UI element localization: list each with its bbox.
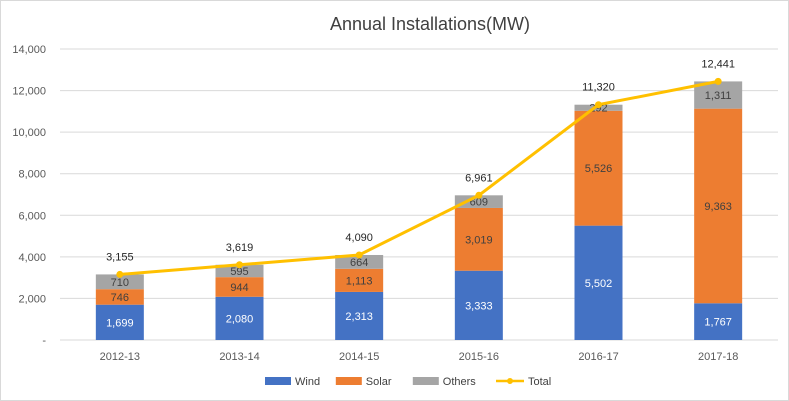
data-label-solar: 944 <box>230 282 248 294</box>
bar-solar <box>335 268 384 292</box>
data-label-wind: 2,080 <box>226 313 254 325</box>
x-axis: 2012-13 2013-14 2014-15 2015-16 2016-17 2017-… <box>100 351 739 363</box>
data-label-total: 4,090 <box>345 232 373 244</box>
data-label-others: 1,311 <box>705 90 732 102</box>
data-label-solar: 746 <box>111 292 129 304</box>
data-label-others: 595 <box>230 266 248 278</box>
data-label-solar: 3,019 <box>465 234 493 246</box>
data-label-total: 12,441 <box>701 58 735 70</box>
legend-point-total <box>507 378 513 384</box>
data-label-others: 609 <box>470 197 488 209</box>
data-label-total: 11,320 <box>582 82 615 94</box>
bar-wind <box>574 225 623 340</box>
y-tick-label: 4,000 <box>18 252 46 264</box>
chart-title: Annual Installations(MW) <box>330 14 530 34</box>
data-label-wind: 1,767 <box>704 317 732 329</box>
legend-swatch-solar <box>335 377 362 385</box>
total-point <box>714 77 722 85</box>
x-tick-label: 2014-15 <box>339 351 379 363</box>
data-label-total: 6,961 <box>465 172 493 184</box>
y-tick-label: 6,000 <box>18 210 46 222</box>
data-label-total: 3,155 <box>106 251 134 263</box>
total-point <box>355 251 363 259</box>
bar-wind <box>215 296 264 340</box>
x-tick-label: 2012-13 <box>100 351 140 363</box>
data-label-solar: 9,363 <box>704 201 732 213</box>
legend-label-wind: Wind <box>295 376 320 388</box>
data-label-others: 292 <box>589 103 607 115</box>
bar-others <box>335 254 384 269</box>
total-point <box>475 191 483 199</box>
y-tick-label: 2,000 <box>18 293 46 305</box>
data-label-solar: 1,113 <box>346 275 373 287</box>
y-tick-label: 12,000 <box>12 86 46 98</box>
data-label-wind: 2,313 <box>345 311 373 323</box>
legend: Wind Solar Others Total <box>265 376 551 388</box>
data-label-wind: 5,502 <box>585 278 613 290</box>
y-tick-label: - <box>42 335 46 347</box>
legend-swatch-wind <box>265 377 291 385</box>
y-tick-label: 14,000 <box>12 44 46 56</box>
total-line-path <box>119 79 719 276</box>
data-label-total: 3,619 <box>226 242 254 254</box>
legend-swatch-others <box>412 377 439 385</box>
total-point <box>116 270 124 278</box>
data-label-others: 710 <box>111 277 129 289</box>
legend-label-solar: Solar <box>366 376 392 388</box>
bar-solar <box>95 289 144 305</box>
bar-wind <box>454 270 503 340</box>
data-label-solar: 5,526 <box>585 163 613 175</box>
data-label-others: 664 <box>350 257 368 269</box>
total-point <box>595 101 602 109</box>
x-tick-label: 2016-17 <box>578 351 618 363</box>
bar-segments: 1,699 746 710 2,080 944 595 2,313 1,113 664 3,333… <box>95 81 743 340</box>
x-tick-label: 2015-16 <box>459 351 499 363</box>
data-label-wind: 1,699 <box>106 317 134 329</box>
bar-solar <box>215 277 264 297</box>
total-line: 3,155 3,619 4,090 6,961 11,320 12,441 <box>106 58 735 278</box>
y-axis: - 2,000 4,000 6,000 8,000 10,000 12,000 14,000 <box>12 44 46 347</box>
bar-others <box>95 274 144 290</box>
total-point <box>236 261 243 269</box>
y-tick-label: 8,000 <box>18 169 46 181</box>
data-label-wind: 3,333 <box>465 300 493 312</box>
bar-solar <box>574 110 623 226</box>
x-tick-label: 2013-14 <box>219 351 259 363</box>
bar-others <box>454 195 503 208</box>
bar-solar <box>454 207 503 271</box>
legend-label-others: Others <box>443 376 477 388</box>
x-tick-label: 2017-18 <box>698 351 738 363</box>
bar-others <box>215 264 264 278</box>
legend-label-total: Total <box>528 376 551 388</box>
bar-solar <box>694 108 743 304</box>
gridlines <box>60 48 778 341</box>
bar-wind <box>694 303 743 340</box>
bar-wind <box>95 304 144 340</box>
bar-wind <box>335 291 384 340</box>
y-tick-label: 10,000 <box>12 127 46 139</box>
